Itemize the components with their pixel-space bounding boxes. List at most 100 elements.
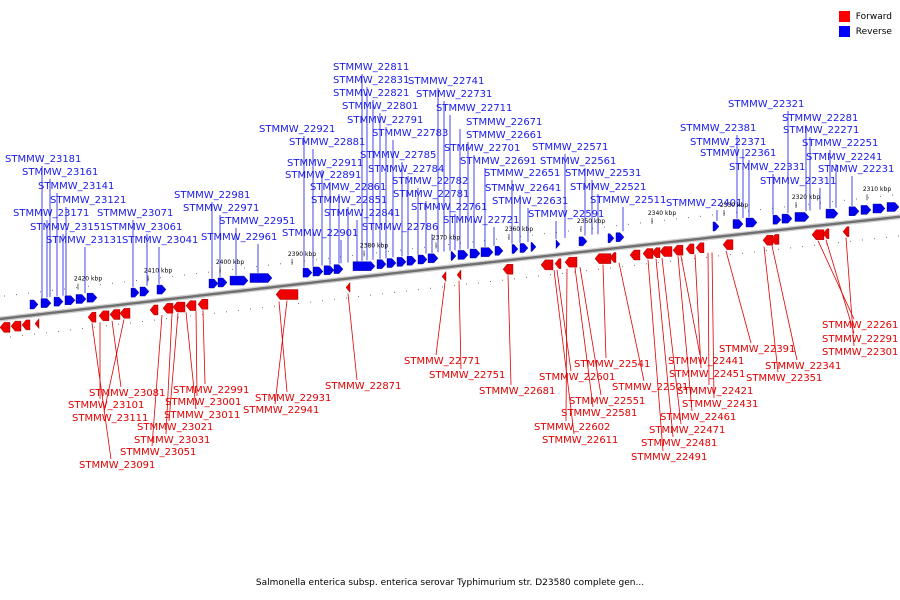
forward-gene-arrow bbox=[345, 281, 351, 294]
forward-gene-label: STMMW_23031 bbox=[134, 435, 210, 446]
guide-dot bbox=[88, 285, 89, 287]
guide-dot bbox=[502, 279, 503, 281]
forward-leader-line bbox=[347, 293, 358, 381]
reverse-gene-arrow bbox=[53, 296, 64, 307]
reverse-gene-label: STMMW_22361 bbox=[700, 148, 776, 159]
reverse-gene-arrow bbox=[511, 244, 519, 254]
guide-dot bbox=[760, 209, 761, 211]
reverse-gene-label: STMMW_22811 bbox=[333, 62, 409, 73]
forward-gene-arrow bbox=[275, 289, 299, 300]
reverse-gene-label: STMMW_22591 bbox=[528, 209, 604, 220]
label-leaders bbox=[41, 74, 855, 460]
reverse-gene-label: STMMW_23121 bbox=[50, 195, 126, 206]
reverse-gene-label: STMMW_22531 bbox=[565, 168, 641, 179]
guide-dot bbox=[220, 270, 221, 272]
reverse-gene-label: STMMW_22761 bbox=[411, 202, 487, 213]
reverse-gene-label: STMMW_22711 bbox=[436, 103, 512, 114]
guide-dot bbox=[640, 222, 641, 224]
reverse-gene-label: STMMW_22851 bbox=[311, 195, 387, 206]
guide-dot bbox=[28, 292, 29, 294]
forward-leader-line bbox=[763, 246, 779, 373]
forward-leader-line bbox=[91, 323, 112, 460]
forward-leader-line bbox=[185, 312, 197, 410]
guide-dot bbox=[568, 230, 569, 232]
axis-line bbox=[0, 215, 900, 321]
forward-gene-arrow bbox=[770, 234, 780, 245]
reverse-gene-label: STMMW_23151 bbox=[30, 222, 106, 233]
reverse-gene-label: STMMW_22791 bbox=[347, 115, 423, 126]
forward-leader-line bbox=[202, 310, 206, 385]
forward-leader-line bbox=[825, 239, 855, 334]
guide-dot bbox=[304, 260, 305, 262]
kbp-tick-label: 2350 kbp bbox=[577, 218, 605, 225]
kbp-tick-label: 2420 kbp bbox=[74, 276, 102, 283]
reverse-gene-label: STMMW_22331 bbox=[729, 162, 805, 173]
forward-leader-line bbox=[556, 269, 572, 372]
guide-dot bbox=[616, 225, 617, 227]
guide-dot bbox=[610, 267, 611, 269]
reverse-gene-arrow bbox=[229, 275, 249, 286]
guide-dot bbox=[160, 277, 161, 279]
guide-dot bbox=[478, 282, 479, 284]
reverse-gene-label: STMMW_22511 bbox=[590, 195, 666, 206]
guide-dot bbox=[148, 278, 149, 280]
guide-dot bbox=[898, 235, 899, 237]
reverse-gene-arrow bbox=[312, 266, 324, 277]
reverse-gene-label: STMMW_22784 bbox=[368, 164, 444, 175]
guide-dot bbox=[448, 244, 449, 246]
guide-dot bbox=[748, 210, 749, 212]
guide-dot bbox=[868, 197, 869, 199]
forward-gene-label: STMMW_22471 bbox=[649, 425, 725, 436]
guide-dot bbox=[334, 298, 335, 300]
forward-leader-line bbox=[725, 250, 752, 344]
forward-gene-arrow bbox=[149, 304, 159, 316]
forward-gene-label: STMMW_23111 bbox=[72, 413, 148, 424]
reverse-gene-arrow bbox=[156, 284, 167, 295]
guide-dot bbox=[514, 278, 515, 280]
guide-dot bbox=[556, 231, 557, 233]
forward-leader-line bbox=[553, 270, 575, 435]
reverse-gene-arrow bbox=[712, 221, 720, 232]
reverse-gene-arrow bbox=[886, 202, 900, 212]
reverse-gene-arrow bbox=[450, 251, 457, 261]
reverse-gene-arrow bbox=[86, 292, 98, 303]
guide-dot bbox=[646, 263, 647, 265]
guide-dot bbox=[154, 319, 155, 321]
forward-gene-label: STMMW_22771 bbox=[404, 356, 480, 367]
forward-gene-arrow bbox=[197, 299, 209, 310]
kbp-tick-label: 2310 kbp bbox=[863, 186, 891, 193]
reverse-gene-arrow bbox=[469, 248, 481, 259]
guide-dot bbox=[892, 194, 893, 196]
reverse-gene-label: STMMW_22911 bbox=[287, 158, 363, 169]
guide-dot bbox=[178, 316, 179, 318]
guide-dot bbox=[328, 257, 329, 259]
forward-leader-line bbox=[435, 282, 446, 356]
forward-leader-line bbox=[771, 245, 798, 361]
reverse-gene-label: STMMW_22786 bbox=[362, 222, 438, 233]
guide-dot bbox=[442, 286, 443, 288]
guide-dot bbox=[394, 291, 395, 293]
guide-dot bbox=[472, 241, 473, 243]
reverse-gene-label: STMMW_22801 bbox=[342, 101, 418, 112]
reverse-gene-label: STMMW_22721 bbox=[443, 215, 519, 226]
reverse-gene-label: STMMW_22821 bbox=[333, 88, 409, 99]
reverse-gene-arrow bbox=[457, 250, 469, 260]
map-caption: Salmonella enterica subsp. enterica sero… bbox=[255, 578, 645, 588]
forward-gene-label: STMMW_22391 bbox=[719, 344, 795, 355]
forward-gene-arrow bbox=[594, 253, 612, 264]
forward-gene-arrow bbox=[685, 243, 695, 255]
forward-gene-label: STMMW_22871 bbox=[325, 381, 401, 392]
reverse-gene-label: STMMW_22311 bbox=[760, 176, 836, 187]
guide-dot bbox=[208, 271, 209, 273]
kbp-tick-label: 2370 kbp bbox=[432, 234, 460, 241]
guide-dot bbox=[298, 303, 299, 304]
forward-gene-label: STMMW_22291 bbox=[822, 334, 898, 345]
forward-leader-line bbox=[655, 258, 674, 438]
guide-dot bbox=[82, 328, 83, 330]
forward-gene-label: STMMW_22551 bbox=[569, 396, 645, 407]
guide-dot bbox=[628, 223, 629, 225]
forward-leader-line bbox=[661, 257, 682, 425]
forward-gene-label: STMMW_22751 bbox=[429, 370, 505, 381]
guide-dot bbox=[862, 239, 863, 241]
guide-dot bbox=[430, 287, 431, 289]
